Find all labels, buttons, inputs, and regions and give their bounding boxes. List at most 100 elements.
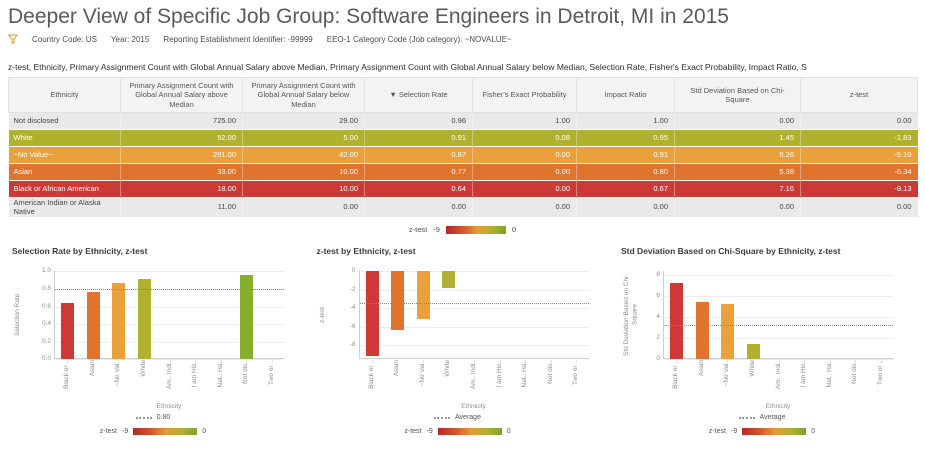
x-tick-label[interactable]: Asian xyxy=(88,360,96,377)
value-cell[interactable]: -6.34 xyxy=(894,166,912,176)
bar-7[interactable] xyxy=(240,274,254,360)
x-tick-label[interactable]: I am His.. xyxy=(800,360,808,388)
x-tick-label[interactable]: Black or .. xyxy=(672,360,680,390)
value-cell[interactable]: 0.87 xyxy=(364,146,473,164)
value-cell[interactable]: -9.13 xyxy=(894,183,912,193)
value-cell[interactable]: 18.00 xyxy=(120,180,243,198)
bar-0[interactable] xyxy=(670,283,684,360)
value-cell[interactable]: 1.45 xyxy=(674,129,801,147)
x-tick-label[interactable]: Black or .. xyxy=(367,360,375,390)
value-cell[interactable]: 725.00 xyxy=(120,112,243,130)
bar-2[interactable] xyxy=(416,271,430,319)
x-tick-label[interactable]: Am.. Indi.. xyxy=(470,360,478,390)
ethnicity-cell[interactable]: ~No Value~ xyxy=(8,146,121,164)
x-tick-label[interactable]: Two or .. xyxy=(876,360,884,386)
sort-desc-icon[interactable]: ▼ xyxy=(389,90,399,100)
bar-3[interactable] xyxy=(137,279,151,360)
value-cell[interactable]: 42.00 xyxy=(242,146,365,164)
value-cell[interactable]: 0.00 xyxy=(576,197,675,218)
x-tick-label[interactable]: White xyxy=(444,360,452,377)
filter-item[interactable]: Year: 2015 xyxy=(110,34,150,44)
bar-2[interactable] xyxy=(721,303,735,360)
value-cell[interactable]: 5.00 xyxy=(242,129,365,147)
x-tick-label[interactable]: White xyxy=(139,360,147,377)
x-tick-label[interactable]: Two or .. xyxy=(267,360,275,386)
bar-1[interactable] xyxy=(391,271,405,331)
value-cell[interactable]: 0.95 xyxy=(576,129,675,147)
value-cell[interactable]: -5.10 xyxy=(894,149,912,159)
x-tick-label[interactable]: Nat.. Ha.. xyxy=(521,360,529,388)
bar-3[interactable] xyxy=(442,271,456,289)
value-cell[interactable]: 0.00 xyxy=(242,197,365,218)
value-cell[interactable]: 10.00 xyxy=(242,163,365,181)
value-cell[interactable]: 0.96 xyxy=(364,112,473,130)
x-tick-label[interactable]: White xyxy=(748,360,756,377)
value-cell[interactable]: 10.00 xyxy=(242,180,365,198)
x-tick-label[interactable]: Nat.. Ha.. xyxy=(216,360,224,388)
value-cell[interactable]: 0.00 xyxy=(364,197,473,218)
x-tick-label[interactable]: I am His.. xyxy=(495,360,503,388)
value-cell[interactable]: 0.64 xyxy=(364,180,473,198)
ethnicity-cell[interactable]: Asian xyxy=(8,163,121,181)
value-cell[interactable]: 7.16 xyxy=(674,180,801,198)
column-header[interactable]: z-test xyxy=(800,76,918,114)
filter-item[interactable]: Reporting Establishment Identifier: -999… xyxy=(163,34,313,44)
x-tick-label[interactable]: ~No Val.. xyxy=(418,360,426,387)
filter-item[interactable]: EEO-1 Category Code (Job category): ~NOV… xyxy=(326,34,512,44)
value-cell[interactable]: 0.00 xyxy=(472,180,577,198)
column-header[interactable]: Impact Ratio xyxy=(576,76,675,114)
bar-1[interactable] xyxy=(695,302,709,360)
value-cell[interactable]: 0.00 xyxy=(472,146,577,164)
value-cell[interactable]: 291.00 xyxy=(120,146,243,164)
x-tick-label[interactable]: Two or .. xyxy=(572,360,580,386)
value-cell[interactable]: 0.00 xyxy=(674,197,801,218)
x-tick-label[interactable]: Am.. Indi.. xyxy=(774,360,782,390)
table-row[interactable]: American Indian or Alaska Native 11.00 0.0… xyxy=(8,197,918,218)
value-cell[interactable]: 29.00 xyxy=(242,112,365,130)
x-tick-label[interactable]: Asian xyxy=(393,360,401,377)
x-tick-label[interactable]: I am His.. xyxy=(191,360,199,388)
value-cell[interactable]: 0.80 xyxy=(576,163,675,181)
x-tick-label[interactable]: Asian xyxy=(697,360,705,377)
x-tick-label[interactable]: Nat.. Ha.. xyxy=(825,360,833,388)
value-cell[interactable]: 11.00 xyxy=(120,197,243,218)
value-cell[interactable]: -1.83 xyxy=(894,132,912,142)
column-header[interactable]: Primary Assignment Count with Global Ann… xyxy=(120,76,243,114)
value-cell[interactable]: 0.00 xyxy=(896,115,912,125)
value-cell[interactable]: 0.91 xyxy=(576,146,675,164)
value-cell[interactable]: 1.00 xyxy=(472,112,577,130)
value-cell[interactable]: 0.77 xyxy=(364,163,473,181)
bar-0[interactable] xyxy=(365,271,379,356)
column-header[interactable]: Primary Assignment Count with Global Ann… xyxy=(242,76,365,114)
x-tick-label[interactable]: Not dis.. xyxy=(546,360,554,385)
x-tick-label[interactable]: ~No Val.. xyxy=(723,360,731,387)
column-header[interactable]: Ethnicity xyxy=(8,76,121,114)
table-row[interactable]: White 52.00 5.00 0.91 0.08 0.95 1.45 -1.83 xyxy=(8,129,918,147)
table-row[interactable]: Not disclosed 725.00 29.00 0.96 1.00 1.00 0.00… xyxy=(8,112,918,130)
x-tick-label[interactable]: ~No Val.. xyxy=(114,360,122,387)
value-cell[interactable]: 0.00 xyxy=(674,112,801,130)
ethnicity-cell[interactable]: Not disclosed xyxy=(8,112,121,130)
bar-0[interactable] xyxy=(61,303,75,360)
value-cell[interactable]: 0.00 xyxy=(472,163,577,181)
value-cell[interactable]: 0.00 xyxy=(472,197,577,218)
value-cell[interactable]: 0.67 xyxy=(576,180,675,198)
table-row[interactable]: Black or African American 18.00 10.00 0.64 0… xyxy=(8,180,918,198)
value-cell[interactable]: 52.00 xyxy=(120,129,243,147)
x-tick-label[interactable]: Not dis.. xyxy=(242,360,250,385)
ethnicity-cell[interactable]: Black or African American xyxy=(8,180,121,198)
column-header[interactable]: Std Deviation Based on Chi-Square xyxy=(674,76,801,114)
bar-1[interactable] xyxy=(86,291,100,360)
value-cell[interactable]: 0.08 xyxy=(472,129,577,147)
ethnicity-cell[interactable]: White xyxy=(8,129,121,147)
column-header[interactable]: ▼ Selection Rate xyxy=(364,76,473,114)
x-tick-label[interactable]: Am.. Indi.. xyxy=(165,360,173,390)
value-cell[interactable]: 5.26 xyxy=(674,146,801,164)
value-cell[interactable]: 33.00 xyxy=(120,163,243,181)
value-cell[interactable]: 1.00 xyxy=(576,112,675,130)
x-tick-label[interactable]: Black or .. xyxy=(63,360,71,390)
x-tick-label[interactable]: Not dis.. xyxy=(851,360,859,385)
value-cell[interactable]: 5.38 xyxy=(674,163,801,181)
bar-3[interactable] xyxy=(746,344,760,360)
table-row[interactable]: ~No Value~ 291.00 42.00 0.87 0.00 0.91 5.26 -5.… xyxy=(8,146,918,164)
